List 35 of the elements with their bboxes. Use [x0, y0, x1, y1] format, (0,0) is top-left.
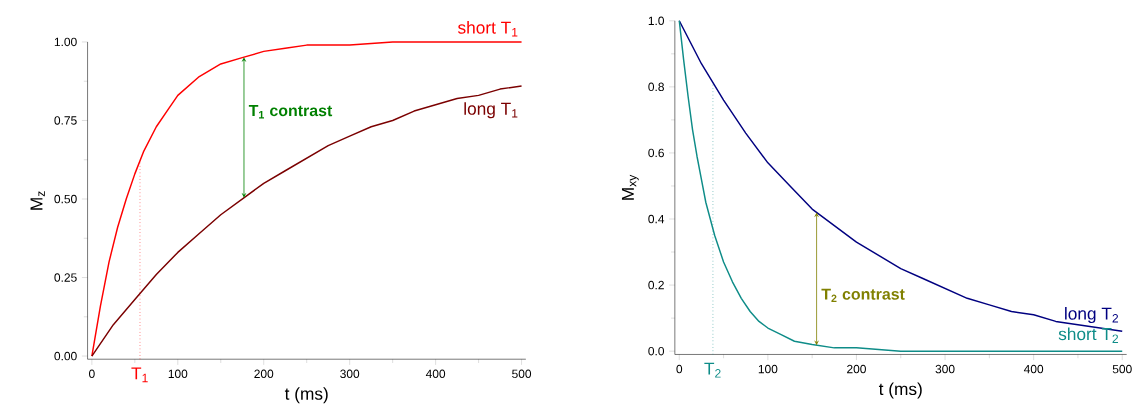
y-tick-label: 0.2 [648, 280, 664, 290]
ref-line-label: T$_{1}$ [131, 367, 148, 383]
x-tick-label: 200 [847, 364, 866, 374]
x-tick-label: 300 [935, 364, 955, 374]
y-tick-label: 1.0 [648, 16, 665, 26]
x-tick-label: 400 [425, 369, 446, 379]
y-tick-label: 0.8 [648, 82, 664, 92]
series-label: short T$_{1}$ [457, 21, 518, 37]
ref-line-label: T$_{2}$ [704, 362, 721, 378]
x-axis-title: t (ms) [878, 382, 922, 399]
x-tick-label: 0 [89, 369, 95, 379]
y-tick-label: 0.75 [54, 116, 77, 125]
y-tick-label: 0.6 [648, 148, 664, 158]
y-tick-label: 0.50 [54, 194, 77, 204]
annotation: T$_{1}$ contrast [248, 105, 333, 119]
series-label: long T$_{1}$ [464, 102, 518, 119]
y-tick-label: 0.00 [54, 351, 77, 361]
x-tick-label: 400 [1023, 364, 1044, 374]
y-tick-label: 0.25 [54, 273, 77, 282]
x-tick-label: 500 [512, 369, 532, 379]
x-tick-label: 100 [168, 369, 188, 379]
y-axis-title: M$_{xy}$ [621, 174, 639, 200]
x-tick-label: 200 [254, 369, 274, 379]
y-tick-label: 0.4 [648, 214, 665, 224]
series-label: long T$_{2}$ [1065, 306, 1119, 324]
y-tick-label: 0.0 [648, 346, 665, 356]
y-tick-label: 1.00 [54, 37, 77, 47]
annotation: T$_{2}$ contrast [821, 288, 905, 303]
x-tick-label: 500 [1112, 364, 1132, 374]
y-axis-title: M$_{z}$ [30, 191, 45, 210]
x-tick-label: 300 [340, 369, 360, 379]
x-tick-label: 100 [758, 364, 778, 374]
series-label: short T$_{2}$ [1058, 327, 1119, 343]
x-tick-label: 0 [676, 364, 683, 374]
x-axis-title: t (ms) [284, 387, 328, 404]
